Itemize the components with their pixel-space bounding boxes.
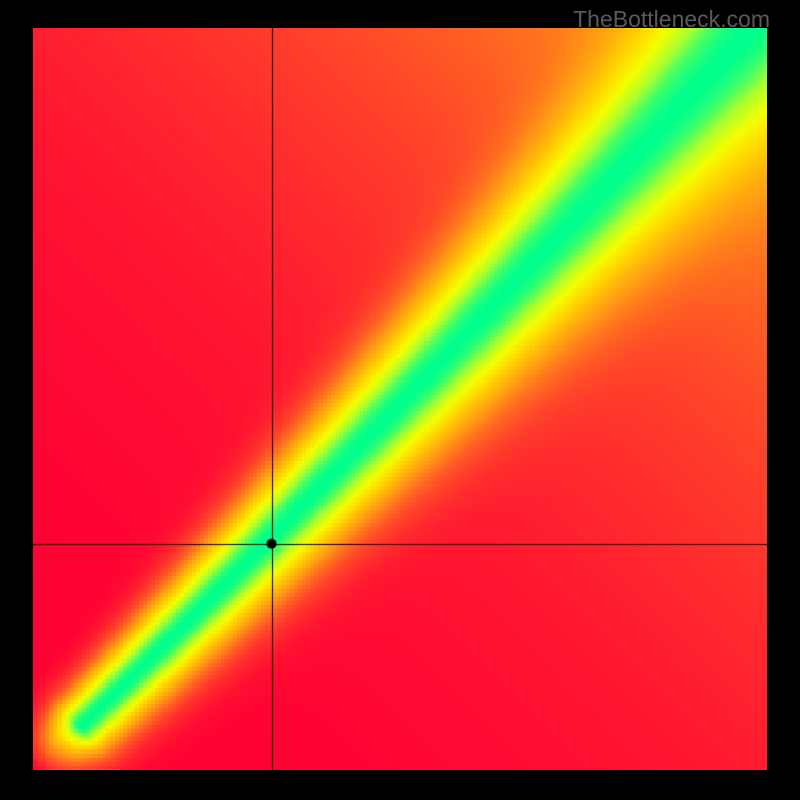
bottleneck-heatmap [33, 28, 767, 770]
chart-container: { "meta": { "watermark_text": "TheBottle… [0, 0, 800, 800]
watermark-text: TheBottleneck.com [573, 6, 770, 33]
